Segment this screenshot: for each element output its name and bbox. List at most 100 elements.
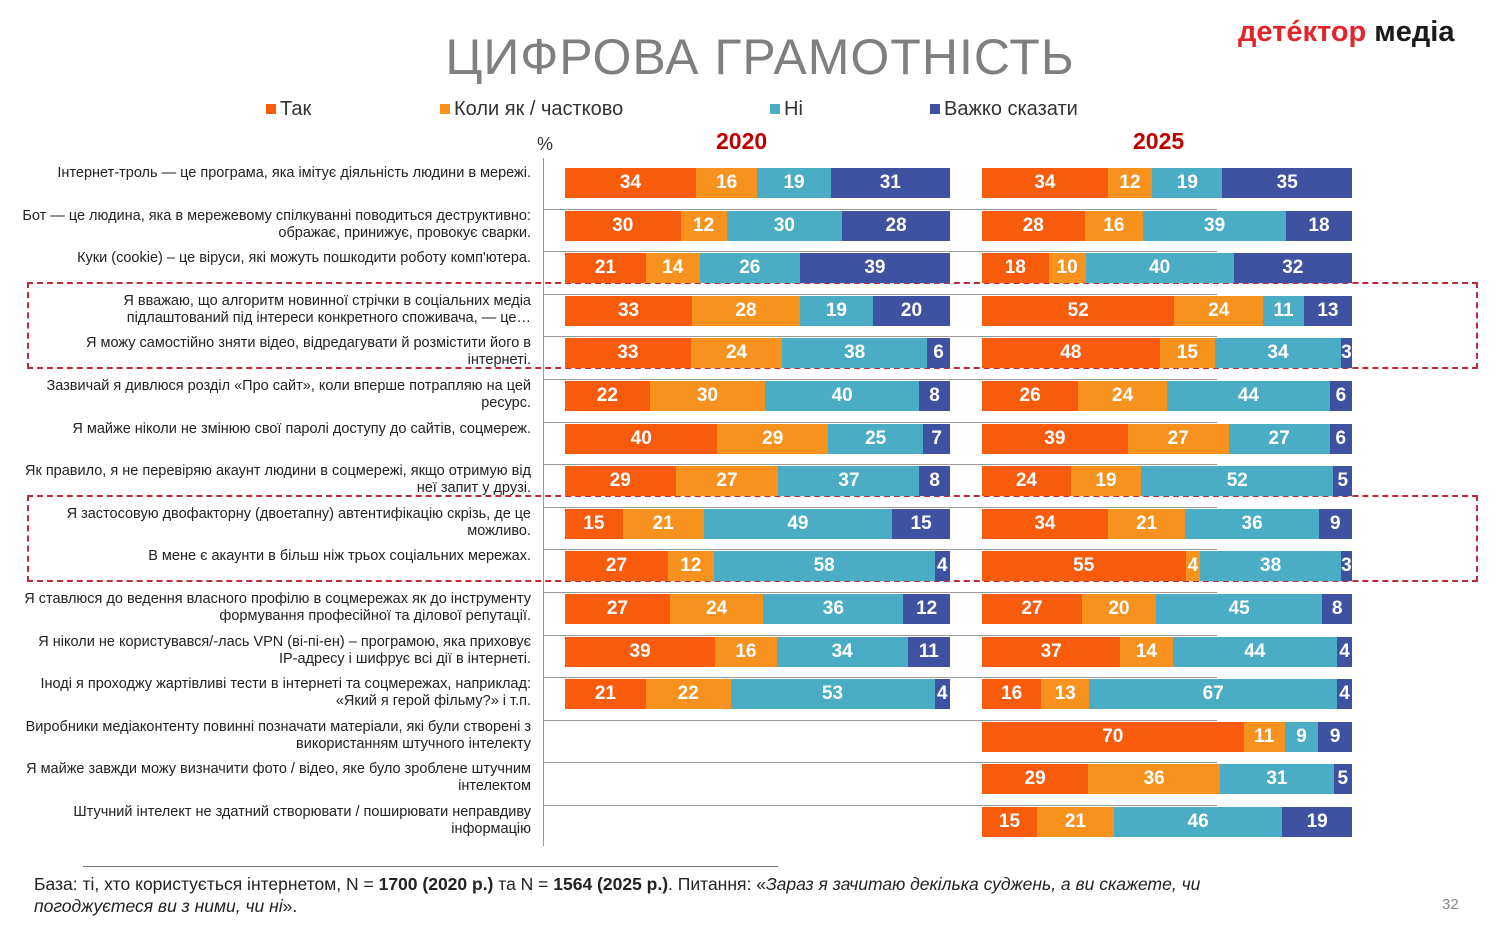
footer-note: База: ті, хто користується інтернетом, N… [34, 874, 1201, 916]
bar-segment-yes: 29 [982, 764, 1089, 795]
legend-item: Важко сказати [930, 98, 1078, 121]
bar-segment-hard-to-say: 28 [842, 210, 950, 241]
row-label: Я можу самостійно зняти відео, відредагу… [86, 335, 531, 369]
bar-segment-sometimes: 16 [1084, 210, 1144, 241]
row-separator [543, 762, 1217, 764]
stacked-bar: 22 30 40 8 [565, 381, 950, 411]
row-separator [543, 464, 1217, 466]
slide-title: ЦИФРОВА ГРАМОТНІСТЬ [445, 29, 1075, 85]
row-separator [543, 677, 1217, 679]
bar-segment-yes: 34 [982, 168, 1108, 198]
bar-segment-sometimes: 4 [1185, 551, 1201, 582]
bar-segment-sometimes: 20 [1081, 594, 1156, 624]
row-label: Я ніколи не користувався/-лась VPN (ві-п… [38, 633, 531, 667]
bar-segment-hard-to-say: 7 [923, 423, 950, 454]
bar-segment-no: 45 [1155, 594, 1323, 624]
legend-item: Коли як / частково [440, 98, 623, 121]
bar-segment-yes: 29 [565, 466, 676, 497]
bar-segment-sometimes: 24 [1174, 295, 1264, 326]
bar-segment-yes: 48 [982, 338, 1160, 369]
stacked-bar: 39 27 27 6 [982, 423, 1352, 454]
bar-segment-no: 31 [1220, 764, 1334, 795]
legend-item: Ні [770, 98, 803, 121]
row-label: В мене є акаунти в більш ніж трьох соціа… [148, 548, 531, 565]
footer-divider [83, 866, 778, 867]
bar-segment-yes: 34 [565, 168, 696, 198]
bar-segment-no: 67 [1089, 679, 1338, 710]
row-separator [543, 208, 1217, 210]
bar-segment-sometimes: 24 [690, 338, 783, 369]
bar-segment-hard-to-say: 20 [872, 295, 950, 326]
bar-segment-sometimes: 13 [1041, 679, 1090, 710]
bar-segment-yes: 40 [565, 423, 718, 454]
row-separator [543, 336, 1217, 338]
stacked-bar: 48 15 34 3 [982, 338, 1352, 369]
logo: детéктор медіа [1238, 16, 1455, 48]
legend-item: Так [266, 98, 311, 121]
stacked-bar: 15 21 49 15 [565, 508, 950, 539]
row-label: Виробники медіаконтенту повинні позначат… [25, 718, 531, 752]
bar-segment-yes: 27 [565, 551, 668, 582]
legend-swatch [266, 104, 276, 114]
bar-segment-yes: 22 [565, 381, 650, 411]
bar-segment-no: 19 [1152, 168, 1223, 198]
row-separator [543, 549, 1217, 551]
bar-segment-sometimes: 24 [670, 594, 764, 624]
row-label: Я вважаю, що алгоритм новинної стрічки в… [123, 292, 531, 326]
bar-segment-hard-to-say: 15 [892, 508, 950, 539]
row-label: Куки (cookie) – це віруси, які можуть по… [77, 250, 531, 267]
bar-segment-sometimes: 27 [675, 466, 779, 497]
bar-segment-no: 58 [713, 551, 935, 582]
bar-segment-yes: 15 [565, 508, 623, 539]
bar-segment-hard-to-say: 35 [1222, 168, 1352, 198]
bar-segment-hard-to-say: 4 [934, 551, 950, 582]
stacked-bar: 40 29 25 7 [565, 423, 950, 454]
bar-segment-sometimes: 11 [1243, 721, 1285, 752]
bar-segment-hard-to-say: 5 [1333, 764, 1352, 795]
stacked-bar: 26 24 44 6 [982, 381, 1352, 411]
row-separator [543, 421, 1217, 423]
bar-segment-no: 34 [776, 636, 908, 667]
bar-segment-hard-to-say: 9 [1318, 508, 1352, 539]
bar-segment-hard-to-say: 9 [1318, 721, 1352, 752]
bar-segment-no: 38 [1200, 551, 1341, 582]
bar-segment-hard-to-say: 4 [934, 679, 950, 710]
stacked-bar: 33 28 19 20 [565, 295, 950, 326]
bar-segment-sometimes: 14 [645, 253, 700, 284]
bar-segment-yes: 16 [982, 679, 1042, 710]
bar-segment-hard-to-say: 8 [919, 381, 950, 411]
bar-segment-no: 52 [1141, 466, 1334, 497]
bar-segment-sometimes: 24 [1078, 381, 1167, 411]
bar-segment-sometimes: 36 [1088, 764, 1221, 795]
bar-segment-no: 36 [763, 594, 904, 624]
bar-segment-sometimes: 19 [1070, 466, 1142, 497]
bar-segment-hard-to-say: 6 [1329, 381, 1352, 411]
stacked-bar: 27 12 58 4 [565, 551, 950, 582]
stacked-bar: 21 22 53 4 [565, 679, 950, 710]
bar-segment-no: 11 [1263, 295, 1304, 326]
bar-segment-sometimes: 16 [715, 636, 777, 667]
bar-segment-yes: 37 [982, 636, 1121, 667]
row-label: Як правило, я не перевіряю акаунт людини… [24, 463, 531, 497]
legend-label: Ні [784, 98, 803, 120]
bar-segment-hard-to-say: 4 [1337, 636, 1352, 667]
bar-segment-hard-to-say: 8 [1322, 594, 1352, 624]
bar-segment-no: 30 [726, 210, 843, 241]
row-label: Зазвичай я дивлюся розділ «Про сайт», ко… [46, 378, 531, 411]
row-separator [543, 251, 1217, 253]
bar-segment-hard-to-say: 19 [1282, 807, 1352, 837]
bar-segment-hard-to-say: 6 [927, 338, 950, 369]
bar-segment-hard-to-say: 31 [830, 168, 950, 198]
row-separator [543, 506, 1217, 508]
bar-segment-no: 26 [699, 253, 800, 284]
row-separator [543, 719, 1217, 721]
row-separator [543, 592, 1217, 593]
axis-line [543, 158, 544, 846]
bar-segment-no: 38 [782, 338, 928, 369]
bar-segment-sometimes: 21 [622, 508, 704, 539]
bar-segment-hard-to-say: 4 [1337, 679, 1352, 710]
bar-segment-hard-to-say: 11 [907, 636, 950, 667]
bar-segment-yes: 28 [982, 210, 1085, 241]
stacked-bar: 16 13 67 4 [982, 679, 1352, 710]
stacked-bar: 33 24 38 6 [565, 338, 950, 369]
